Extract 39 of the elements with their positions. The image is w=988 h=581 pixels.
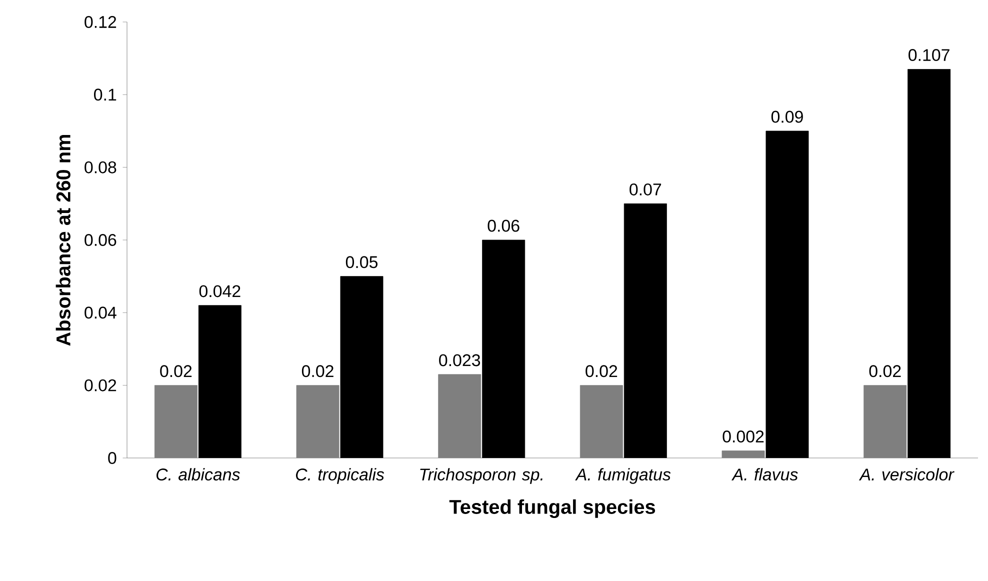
bar (722, 450, 765, 458)
bar (766, 130, 809, 458)
bar (340, 276, 384, 458)
data-label: 0.02 (302, 365, 334, 378)
data-label: 0.07 (630, 183, 662, 196)
data-label: 0.042 (199, 285, 240, 298)
data-label: 0.09 (771, 110, 803, 123)
bar (154, 385, 198, 458)
y-tick-label: 0.02 (84, 379, 116, 392)
data-label: 0.06 (488, 220, 520, 232)
bar (296, 385, 340, 458)
y-tick-label: 0 (108, 452, 116, 464)
bar (624, 203, 667, 458)
bar (438, 374, 482, 458)
x-tick-label: C. tropicalis (296, 468, 384, 484)
y-axis-title: Absorbance at 260 nm (56, 134, 70, 346)
bar (580, 385, 623, 458)
bar (198, 305, 242, 458)
x-tick-label: Trichosporon sp. (420, 468, 542, 484)
data-label: 0.023 (439, 354, 480, 366)
x-axis-title: Tested fungal species (449, 499, 656, 518)
data-label: 0.107 (908, 49, 950, 62)
y-tick-label: 0.04 (84, 306, 116, 319)
y-tick-label: 0.12 (84, 16, 116, 28)
y-tick-label: 0.1 (94, 88, 116, 101)
data-label: 0.02 (160, 365, 192, 378)
x-tick-label: A. flavus (731, 468, 798, 481)
x-tick-label: A. fumigatus (575, 468, 671, 484)
y-tick-label: 0.06 (84, 234, 116, 246)
data-label: 0.02 (586, 365, 618, 378)
x-tick-label: A. versicolor (858, 468, 954, 481)
bar (482, 240, 526, 458)
y-tick-label: 0.08 (84, 161, 116, 174)
bar (864, 385, 907, 458)
bar (908, 69, 951, 458)
x-tick-label: C. albicans (156, 468, 240, 481)
data-label: 0.02 (869, 365, 901, 378)
data-label: 0.002 (722, 430, 764, 443)
data-label: 0.05 (346, 256, 378, 268)
